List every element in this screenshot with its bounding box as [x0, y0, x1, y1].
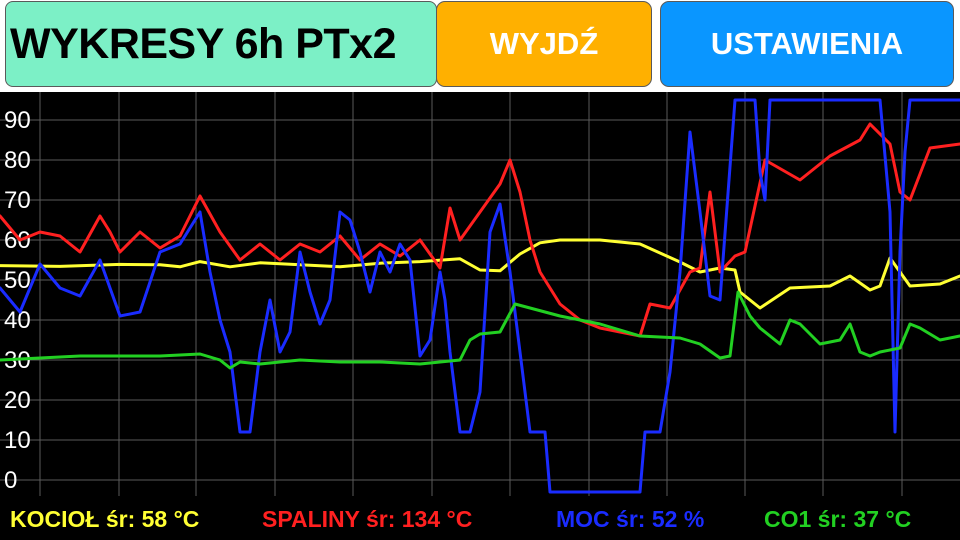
legend-item-moc: MOC śr: 52 % [556, 506, 705, 532]
y-tick-label: 0 [4, 467, 17, 494]
legend-item-spaliny: SPALINY śr: 134 °C [262, 506, 473, 532]
legend: KOCIOŁ śr: 58 °C SPALINY śr: 134 °C MOC … [0, 496, 960, 540]
y-tick-label: 50 [4, 267, 31, 294]
page-title: WYKRESY 6h PTx2 [10, 19, 397, 68]
exit-button[interactable]: WYJDŹ [436, 1, 652, 87]
settings-button[interactable]: USTAWIENIA [660, 1, 954, 87]
y-tick-label: 10 [4, 427, 31, 454]
y-tick-label: 70 [4, 187, 31, 214]
series-line-3 [0, 290, 960, 370]
series-line-0 [0, 238, 960, 310]
series-line-2 [0, 98, 960, 494]
legend-item-co1: CO1 śr: 37 °C [764, 506, 912, 532]
legend-item-kociol: KOCIOŁ śr: 58 °C [10, 506, 200, 532]
chart-background [0, 92, 960, 496]
series-line-1 [0, 122, 960, 338]
title-box: WYKRESY 6h PTx2 [5, 1, 437, 87]
header-bar: WYKRESY 6h PTx2 WYJDŹ USTAWIENIA [0, 0, 960, 92]
y-tick-label: 60 [4, 227, 31, 254]
y-tick-label: 20 [4, 387, 31, 414]
y-tick-label: 80 [4, 147, 31, 174]
y-tick-label: 90 [4, 107, 31, 134]
y-tick-label: 40 [4, 307, 31, 334]
